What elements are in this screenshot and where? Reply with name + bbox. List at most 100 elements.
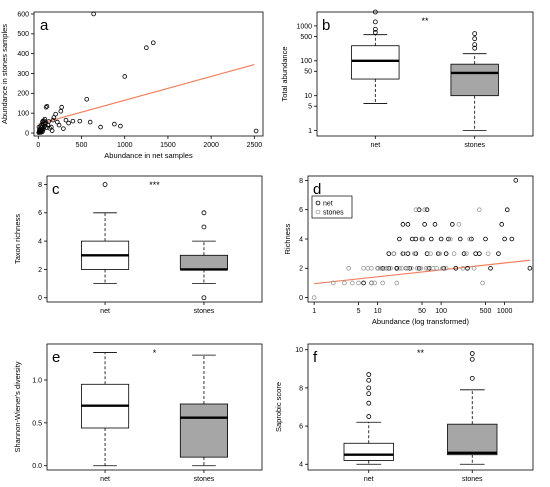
outlier-point (472, 45, 478, 51)
category-label: stones (462, 476, 483, 483)
data-point (70, 118, 76, 124)
data-point-stones (377, 266, 383, 271)
y-tick-label: 400 (17, 51, 29, 58)
data-point (112, 121, 117, 127)
data-point-stones (413, 207, 419, 212)
data-point-net (438, 236, 444, 242)
y-axis-label: Abundance in stones samples (0, 24, 9, 124)
legend-marker-stones (315, 209, 321, 215)
y-tick-label: 6 (299, 423, 303, 430)
y-tick-label: 1.0 (32, 377, 42, 384)
plot-frame (46, 175, 263, 303)
data-point-stones (480, 280, 485, 286)
y-tick-label: 8 (299, 385, 303, 392)
y-tick-label: 0 (25, 130, 29, 137)
iqr-box (179, 254, 229, 270)
y-tick-label: 0 (299, 295, 303, 302)
significance-marker: ** (421, 16, 429, 26)
data-point (44, 103, 50, 109)
data-point (50, 117, 56, 123)
y-tick-label: 300 (17, 71, 29, 78)
box-stones (179, 354, 229, 467)
y-axis-label: Taxon richness (13, 214, 22, 264)
data-point-stones (380, 280, 385, 286)
data-point-stones (460, 266, 466, 271)
data-point (150, 40, 156, 46)
data-point (98, 124, 103, 130)
category-label: net (100, 308, 110, 315)
y-tick-label: 1 (308, 128, 312, 135)
data-point-stones (409, 266, 414, 271)
significance-marker: * (153, 348, 157, 358)
x-tick-label: 500 (480, 308, 492, 315)
y-tick-label: 50 (304, 69, 312, 76)
data-point-stones (382, 266, 388, 271)
y-axis-label: Richness (283, 223, 292, 254)
data-point-net (400, 222, 406, 227)
data-point-stones (350, 280, 355, 286)
panel-c-boxplot: c 0 2 4 6 8 Taxon richness net stones *** (13, 175, 263, 315)
box-stones (179, 210, 229, 301)
data-point-net (409, 236, 415, 242)
data-point (253, 128, 259, 134)
panel-d-scatter: d 0 2 4 6 8 Richness 1 5 10 50 100 500 1000 Abundance … (283, 175, 534, 326)
data-point-stones (388, 266, 393, 271)
y-tick-label: 0 (38, 295, 42, 302)
data-point (61, 126, 66, 131)
legend-label-net: net (323, 200, 333, 207)
data-point-net (446, 236, 451, 242)
regression-line (38, 63, 255, 125)
x-tick-label: 5 (357, 308, 361, 315)
x-tick-label: 1 (312, 308, 316, 315)
y-axis-label: Shannon-Wiener's diversity (13, 361, 22, 452)
x-tick-label: 100 (435, 308, 447, 315)
data-point-net (422, 222, 427, 227)
outlier-point (102, 182, 108, 187)
y-tick-label: 500 (300, 34, 312, 41)
y-tick-label: 8 (299, 178, 303, 185)
data-point (43, 104, 49, 110)
category-label: stones (194, 476, 215, 483)
x-tick-label: 2500 (247, 142, 263, 149)
y-axis-label: Total abundance (280, 46, 289, 101)
data-point-net (527, 266, 533, 271)
y-tick-label: 4 (299, 462, 303, 469)
x-tick-label: 1000 (117, 142, 133, 149)
data-point-net (509, 236, 515, 242)
y-tick-label: 500 (17, 31, 29, 38)
data-point-net (453, 266, 459, 271)
data-point-net (435, 251, 441, 256)
data-point (63, 117, 69, 123)
y-tick-label: 200 (17, 91, 29, 98)
outlier-point (472, 31, 478, 37)
data-point-stones (451, 251, 457, 256)
plot-frame (33, 11, 264, 137)
data-point-stones (394, 280, 400, 286)
box-stones (450, 31, 499, 131)
data-point-stones (477, 207, 482, 212)
plot-frame (316, 11, 534, 137)
panel-e-boxplot: e 0.0 0.5 1.0 Shannon-Wiener's diversity net s… (13, 343, 263, 483)
data-point (122, 74, 128, 79)
data-point (66, 120, 71, 126)
box-net (81, 352, 130, 467)
data-point-net (513, 178, 519, 183)
data-point-stones (456, 222, 462, 227)
data-point-stones (391, 251, 397, 256)
data-point-stones (443, 266, 449, 271)
iqr-box (343, 442, 394, 461)
y-tick-label: 4 (299, 236, 303, 243)
data-point-net (483, 236, 488, 242)
outlier-point (366, 372, 372, 377)
plot-frame (307, 343, 534, 471)
data-point-stones (467, 236, 472, 242)
category-label: net (370, 142, 380, 149)
data-point-stones (369, 280, 374, 286)
data-point (84, 96, 90, 102)
outlier-point (201, 224, 207, 230)
y-tick-label: 100 (17, 111, 29, 118)
data-point-stones (403, 266, 409, 271)
x-tick-label: 1500 (160, 142, 176, 149)
data-point-net (416, 266, 422, 271)
data-point-stones (428, 251, 433, 256)
